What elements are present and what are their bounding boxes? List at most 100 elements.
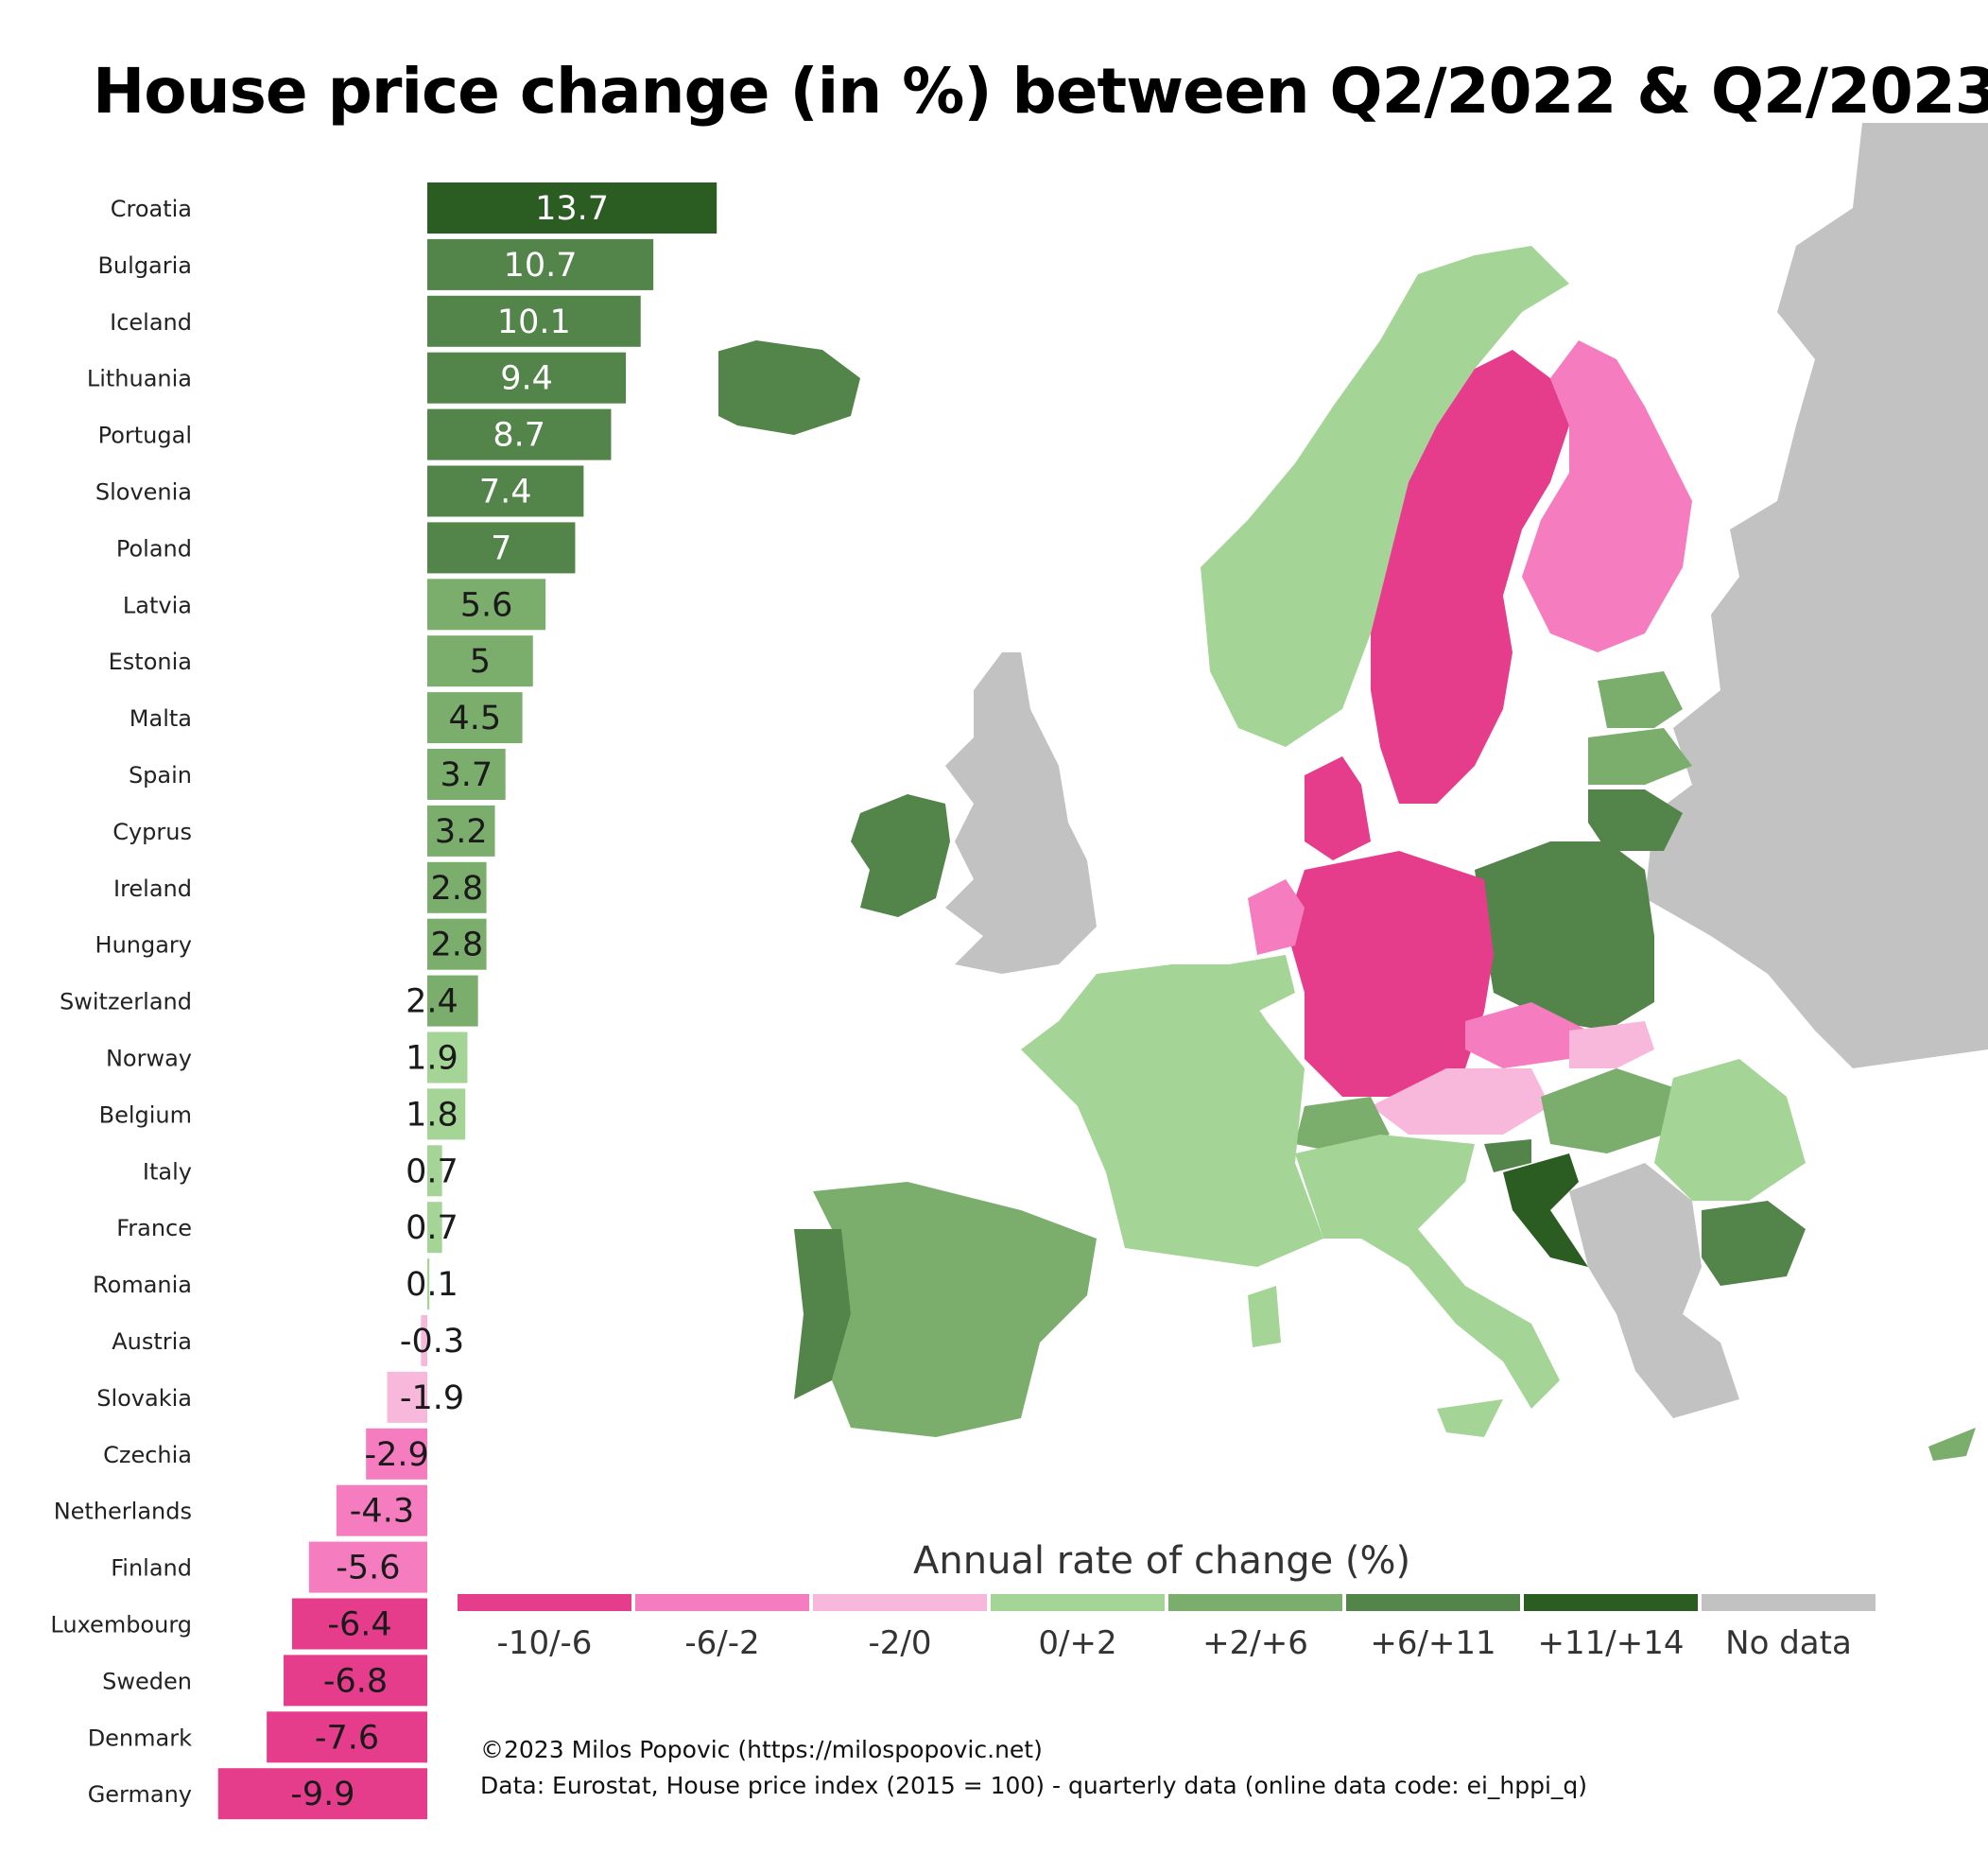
data-label: -6.8 xyxy=(323,1662,388,1700)
data-label: 9.4 xyxy=(500,360,553,398)
category-label: Belgium xyxy=(99,1101,192,1128)
legend-label: -10/-6 xyxy=(496,1624,593,1662)
data-label: 0.7 xyxy=(406,1209,458,1247)
category-label: Denmark xyxy=(88,1725,192,1751)
bar-hungary xyxy=(427,918,487,970)
data-label: -2.9 xyxy=(364,1436,428,1474)
category-label: Finland xyxy=(111,1555,192,1582)
legend-swatch xyxy=(1168,1594,1342,1611)
data-label: 1.8 xyxy=(406,1096,458,1134)
category-label: Slovakia xyxy=(96,1385,192,1412)
map-region-france xyxy=(1021,964,1323,1267)
legend-swatch xyxy=(635,1594,809,1611)
map-region-poland xyxy=(1475,841,1654,1031)
bar-cyprus xyxy=(427,805,495,857)
bar-malta xyxy=(427,692,523,744)
legend-swatch xyxy=(1346,1594,1520,1611)
legend-swatch xyxy=(1702,1594,1876,1611)
map-region-croatia xyxy=(1503,1153,1588,1267)
map-region-russia xyxy=(1645,123,1988,1068)
bar-bulgaria xyxy=(427,238,654,290)
credits-source: Data: Eurostat, House price index (2015 … xyxy=(480,1772,1588,1799)
map-region-iceland xyxy=(718,340,860,435)
data-label: 3.7 xyxy=(441,756,493,794)
data-label: 2.8 xyxy=(430,870,483,908)
credits: ©2023 Milos Popovic (https://milospopovi… xyxy=(480,1732,1587,1804)
category-label: Luxembourg xyxy=(50,1612,192,1638)
credits-author: ©2023 Milos Popovic (https://milospopovi… xyxy=(480,1736,1043,1763)
category-label: Cyprus xyxy=(112,819,192,845)
bar-estonia xyxy=(427,635,533,687)
legend-item: +2/+6 xyxy=(1168,1594,1342,1662)
map-region-cyprus xyxy=(1928,1428,1976,1461)
map-region-lithuania xyxy=(1588,789,1683,851)
bar-spain xyxy=(427,749,506,800)
map-region-sweden xyxy=(1371,350,1569,804)
map-region-austria xyxy=(1371,1068,1550,1135)
data-label: 2.8 xyxy=(430,927,483,964)
map-region-slovenia xyxy=(1484,1139,1531,1172)
data-label: 13.7 xyxy=(535,190,609,228)
bar-croatia xyxy=(427,182,717,234)
legend-label: -2/0 xyxy=(868,1624,932,1662)
category-label: Netherlands xyxy=(54,1499,192,1525)
map-region-italy xyxy=(1248,1135,1560,1437)
data-label: -1.9 xyxy=(400,1379,464,1417)
europe-map xyxy=(718,123,1988,1461)
data-label: 4.5 xyxy=(448,700,501,737)
category-label: Estonia xyxy=(109,649,192,675)
data-label: 10.7 xyxy=(504,247,578,285)
category-label: Ireland xyxy=(113,875,192,902)
data-label: 5 xyxy=(470,643,491,681)
category-label: Slovenia xyxy=(95,479,192,506)
bar-slovenia xyxy=(427,465,584,517)
map-region-latvia xyxy=(1588,728,1692,785)
category-label: Romania xyxy=(93,1272,192,1298)
map-region-spain xyxy=(813,1182,1097,1437)
map-region-portugal xyxy=(794,1229,851,1399)
data-label: 7.4 xyxy=(479,474,532,511)
bar-finland xyxy=(308,1541,427,1593)
map-region-czechia xyxy=(1465,1002,1588,1068)
legend-item: +6/+11 xyxy=(1346,1594,1520,1662)
bar-ireland xyxy=(427,861,487,913)
data-label: -4.3 xyxy=(350,1493,414,1531)
data-label: -0.3 xyxy=(400,1323,464,1361)
bar-poland xyxy=(427,522,576,574)
legend-label: No data xyxy=(1725,1624,1852,1662)
data-label: 3.2 xyxy=(435,813,488,851)
bar-italy xyxy=(427,1145,442,1197)
category-label: Switzerland xyxy=(60,989,192,1015)
category-label: Iceland xyxy=(110,309,192,336)
legend-swatch xyxy=(813,1594,987,1611)
category-label: Norway xyxy=(106,1046,192,1072)
bar-chart: Croatia 13.7 Bulgaria 10.7 Iceland 10.1 Lithua… xyxy=(50,182,717,1820)
bar-czechia xyxy=(366,1428,427,1480)
map-region-uk xyxy=(945,652,1097,974)
bar-iceland xyxy=(427,295,641,347)
legend-title: Annual rate of change (%) xyxy=(913,1539,1411,1583)
bar-belgium xyxy=(427,1088,466,1140)
category-label: Lithuania xyxy=(87,366,192,392)
map-region-netherlands xyxy=(1248,879,1305,955)
data-label: -9.9 xyxy=(290,1776,354,1813)
bar-latvia xyxy=(427,579,546,631)
bar-france xyxy=(427,1202,442,1254)
data-label: 5.6 xyxy=(460,586,513,624)
legend-label: +6/+11 xyxy=(1370,1624,1496,1662)
category-label: France xyxy=(116,1215,192,1241)
category-label: Latvia xyxy=(123,592,192,618)
map-region-balkans xyxy=(1569,1163,1739,1418)
bar-lithuania xyxy=(427,352,627,404)
bar-germany xyxy=(217,1768,427,1820)
legend-swatch xyxy=(1524,1594,1698,1611)
map-region-denmark xyxy=(1305,756,1371,860)
data-label: -5.6 xyxy=(336,1550,400,1587)
bar-norway xyxy=(427,1032,468,1084)
legend-item: 0/+2 xyxy=(991,1594,1165,1662)
map-region-slovakia xyxy=(1569,1021,1654,1068)
category-label: Sweden xyxy=(102,1668,192,1694)
map-region-ireland xyxy=(851,794,950,917)
map-region-norway xyxy=(1201,246,1569,747)
legend-swatch xyxy=(458,1594,631,1611)
